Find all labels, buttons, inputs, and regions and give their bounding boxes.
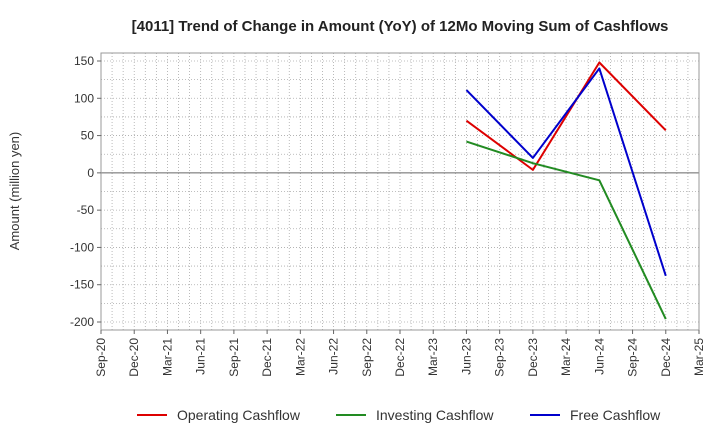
series-line-investing-cashflow [466,140,667,320]
series-line-operating-cashflow [465,61,667,171]
y-tick-label: 50 [81,129,95,143]
x-tick-label: Dec-20 [127,338,141,377]
x-tick-label: Jun-21 [194,338,208,375]
legend: Operating Cashflow Investing Cashflow Free… [137,407,661,423]
y-tick-label: 0 [87,166,94,180]
legend-label: Operating Cashflow [177,407,301,423]
x-tick-label: Mar-23 [426,338,440,376]
x-tick-label: Mar-24 [559,338,573,376]
x-tick-label: Dec-21 [260,338,274,377]
y-tick-label: -100 [70,240,94,254]
legend-label: Free Cashflow [570,407,661,423]
y-tick-label: -50 [77,203,95,217]
x-tick-label: Dec-22 [393,338,407,377]
y-tick-label: 150 [74,54,94,68]
x-tick-label: Jun-24 [592,338,606,375]
x-tick-label: Sep-21 [227,338,241,377]
y-tick-label: -200 [70,315,94,329]
x-tick-label: Sep-22 [360,338,374,377]
chart-title: [4011] Trend of Change in Amount (YoY) o… [132,18,669,35]
y-tick-label: 100 [74,91,94,105]
series-line-free-cashflow [465,67,667,277]
x-tick-label: Mar-21 [160,338,174,376]
x-tick-label: Sep-20 [94,338,108,377]
legend-label: Investing Cashflow [376,407,494,423]
x-tick-label: Dec-24 [659,338,673,377]
x-tick-label: Jun-22 [327,338,341,375]
y-axis-label: Amount (million yen) [7,132,22,251]
x-tick-label: Sep-23 [493,338,507,377]
x-tick-label: Mar-22 [293,338,307,376]
x-tick-label: Sep-24 [626,338,640,377]
grid [101,53,699,330]
x-tick-label: Jun-23 [459,338,473,375]
y-tick-label: -150 [70,278,94,292]
x-tick-label: Dec-23 [526,338,540,377]
series [465,61,667,320]
x-tick-label: Mar-25 [692,338,706,376]
